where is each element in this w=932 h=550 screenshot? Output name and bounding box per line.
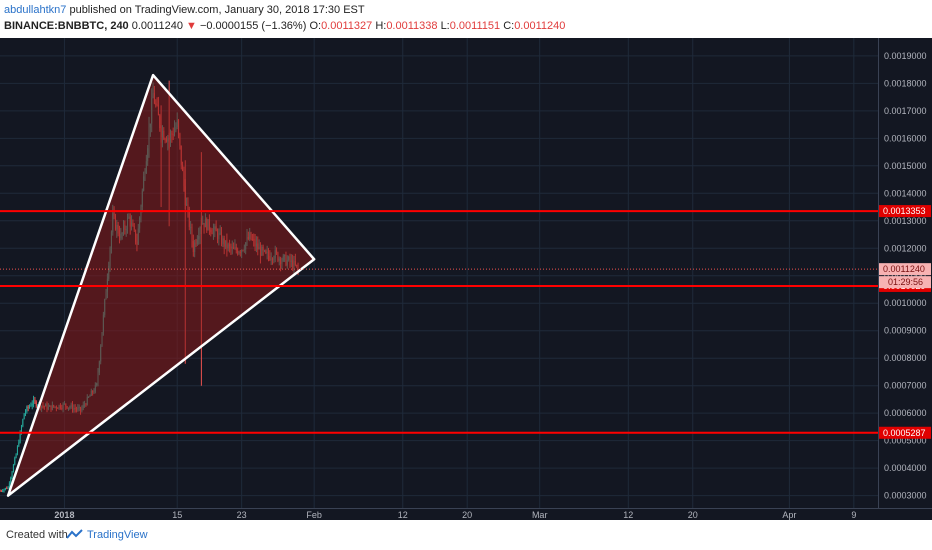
candle-body (16, 446, 18, 455)
y-tick-label: 0.0014000 (884, 188, 927, 198)
high-value: 0.0011338 (386, 20, 438, 32)
close-label: C: (503, 20, 515, 32)
candle-body (7, 487, 9, 489)
x-tick-label: 12 (623, 510, 633, 520)
candle-body (23, 413, 25, 420)
y-tick-label: 0.0007000 (884, 381, 927, 391)
open-value: 0.0011327 (321, 20, 373, 32)
price-change: −0.0000155 (−1.36%) (199, 20, 307, 32)
candle-body (35, 401, 37, 407)
y-tick-label: 0.0015000 (884, 161, 927, 171)
tradingview-logo-icon (66, 529, 83, 539)
candle-body (30, 405, 32, 407)
tradingview-link[interactable]: TradingView (87, 529, 148, 541)
low-label: L: (440, 20, 450, 32)
candle-body (19, 431, 21, 443)
candle-body (4, 487, 6, 490)
x-tick-label: Feb (306, 510, 322, 520)
close-value: 0.0011240 (514, 20, 566, 32)
y-tick-label: 0.0019000 (884, 51, 927, 61)
countdown-badge (879, 276, 931, 289)
publish-line: abdullahtkn7 published on TradingView.co… (4, 3, 365, 17)
countdown-label: 01:29:56 (888, 277, 923, 287)
x-tick-label: Mar (532, 510, 548, 520)
created-with-text: Created with (6, 529, 68, 541)
y-tick-label: 0.0005000 (884, 436, 927, 446)
candle-body (18, 442, 20, 447)
high-label: H: (375, 20, 387, 32)
candle-body (12, 464, 14, 473)
down-arrow-icon: ▼ (186, 20, 197, 32)
candle-body (31, 403, 33, 406)
candle-body (14, 457, 16, 465)
candle-body (10, 477, 12, 484)
time-axis[interactable]: 2018 15 23 Feb 12 20 Mar 12 20 Apr 9 (0, 508, 932, 520)
candle-body (2, 490, 4, 492)
overlays (0, 73, 878, 497)
candle-body (27, 406, 29, 408)
symbol-label[interactable]: BINANCE:BNBBTC, 240 (4, 20, 129, 32)
x-tick-label: 20 (688, 510, 698, 520)
level-price-badge (879, 205, 931, 218)
x-tick-label: 15 (172, 510, 182, 520)
last-price-badge (879, 263, 931, 276)
candle-body (6, 487, 8, 489)
candle-body (26, 406, 28, 412)
level-price-badge (879, 426, 931, 439)
y-tick-label: 0.0009000 (884, 326, 927, 336)
price-axis[interactable]: 0.0019000 0.0018000 0.0017000 0.0016000 0.00… (878, 38, 932, 520)
candle-body (34, 399, 36, 402)
y-tick-label: 0.0016000 (884, 133, 927, 143)
last-price: 0.0011240 (131, 20, 183, 32)
y-tick-label: 0.0003000 (884, 491, 927, 501)
x-tick-label: 12 (398, 510, 408, 520)
ohlc-line: BINANCE:BNBBTC, 240 0.0011240 ▼ −0.00001… (4, 19, 565, 33)
candle-body (3, 489, 5, 491)
low-value: 0.0011151 (449, 20, 501, 32)
x-tick-label: Apr (782, 510, 796, 520)
author-link[interactable]: abdullahtkn7 (4, 4, 67, 16)
y-tick-label: 0.0013000 (884, 216, 927, 226)
candle-body (0, 490, 2, 492)
x-tick-label: 9 (851, 510, 856, 520)
y-tick-label: 0.0008000 (884, 353, 927, 363)
footer: Created with TradingView (0, 520, 932, 550)
y-tick-label: 0.0017000 (884, 106, 927, 116)
level-price-label: 0.0005287 (883, 428, 926, 438)
candle-body (25, 411, 27, 414)
x-tick-label: 23 (237, 510, 247, 520)
candle-body (0, 490, 1, 492)
candle-body (15, 454, 17, 458)
y-tick-label: 0.0010000 (884, 298, 927, 308)
candle-body (33, 399, 35, 404)
candle-body (11, 472, 13, 478)
published-text: published on TradingView.com, January 30… (69, 4, 365, 16)
candle-body (20, 426, 22, 432)
open-label: O: (309, 20, 322, 32)
level-price-label: 0.0013353 (883, 206, 926, 216)
y-tick-label: 0.0018000 (884, 78, 927, 88)
last-price-label: 0.0011240 (883, 264, 925, 274)
time-axis-panel[interactable] (0, 508, 932, 520)
y-tick-label: 0.0011000 (884, 271, 926, 281)
price-chart[interactable]: 0.0019000 0.0018000 0.0017000 0.0016000 0.00… (0, 38, 932, 520)
candle-body (22, 419, 24, 427)
candle-body (8, 483, 10, 488)
y-tick-label: 0.0012000 (884, 243, 927, 253)
candle-body (29, 406, 31, 408)
chart-header: abdullahtkn7 published on TradingView.co… (0, 0, 932, 38)
x-tick-label: 20 (462, 510, 472, 520)
x-tick-label: 2018 (54, 510, 74, 520)
y-tick-label: 0.0004000 (884, 463, 927, 473)
y-tick-label: 0.0006000 (884, 408, 927, 418)
